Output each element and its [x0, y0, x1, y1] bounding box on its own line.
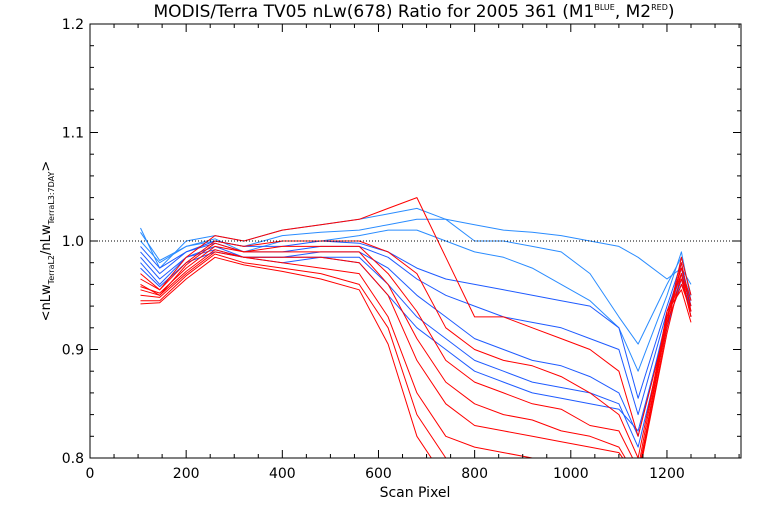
series-line-9: [140, 197, 692, 437]
series-line-4: [140, 240, 692, 399]
y-tick-label: 1.0: [62, 234, 84, 250]
series-line-14: [140, 251, 692, 458]
chart-title: MODIS/Terra TV05 nLw(678) Ratio for 2005…: [153, 2, 674, 22]
x-axis-label: Scan Pixel: [380, 485, 451, 501]
series-line-6: [140, 245, 692, 437]
series-line-13: [140, 249, 692, 458]
x-tick-label: 600: [365, 466, 392, 482]
series-line-12: [140, 245, 692, 458]
tick-layer: 0 200 400 600 800 1000 1200 0.8 0.9 1.0 1.1 1.2: [62, 17, 741, 482]
series-line-15: [140, 253, 692, 458]
series-line-2: [140, 218, 692, 345]
plot-frame: [89, 23, 742, 459]
y-tick-label: 0.8: [62, 451, 84, 467]
x-tick-label: 800: [461, 466, 488, 482]
x-tick-label: 1200: [649, 466, 685, 482]
series-line-7: [140, 249, 692, 448]
y-tick-label: 1.2: [62, 17, 84, 33]
x-tick-label: 1000: [553, 466, 589, 482]
series-layer: [140, 197, 692, 458]
y-axis-label: <nLwTerraL2/nLwTerraL3:7DAY>: [39, 161, 56, 322]
x-tick-label: 0: [86, 466, 95, 482]
series-line-11: [140, 242, 692, 458]
x-tick-label: 400: [269, 466, 296, 482]
y-tick-label: 1.1: [62, 126, 84, 142]
series-line-10: [140, 240, 692, 458]
y-tick-label: 0.9: [62, 343, 84, 359]
x-tick-label: 200: [173, 466, 200, 482]
series-line-16: [140, 256, 692, 458]
